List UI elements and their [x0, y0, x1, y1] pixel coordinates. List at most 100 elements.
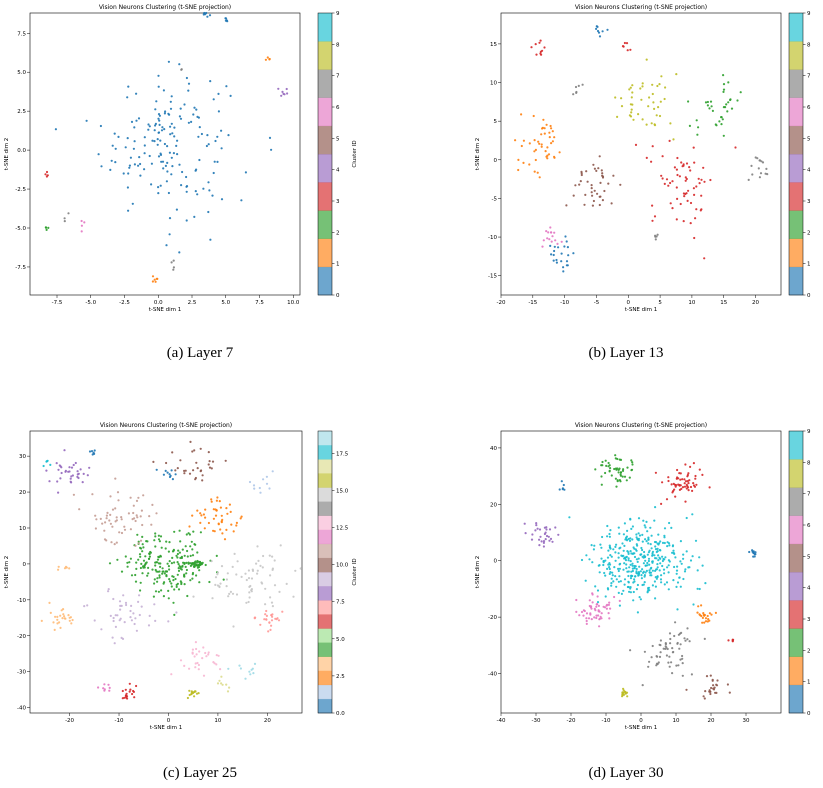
data-point	[167, 565, 170, 568]
data-point	[608, 469, 611, 472]
data-point	[645, 569, 648, 572]
y-tick-label: -5.0	[15, 226, 26, 232]
data-point	[168, 475, 172, 479]
data-point	[678, 472, 681, 475]
data-point	[554, 239, 557, 242]
data-point	[207, 451, 210, 454]
colorbar-label: Cluster ID	[352, 140, 358, 167]
data-point	[608, 601, 611, 604]
colorbar-tick-label: 15.0	[336, 488, 349, 494]
data-point	[133, 622, 136, 626]
data-point	[549, 226, 552, 229]
data-point	[108, 686, 111, 689]
data-point	[596, 29, 600, 33]
data-point	[233, 552, 236, 555]
colorbar-segment	[318, 572, 332, 587]
data-point	[168, 113, 171, 116]
data-point	[626, 585, 629, 589]
y-tick-label: 10	[19, 526, 26, 532]
data-point	[143, 168, 146, 171]
data-point	[541, 49, 544, 52]
data-point	[153, 578, 156, 581]
data-point	[141, 535, 144, 538]
data-point	[247, 577, 251, 580]
y-tick-label: -20	[488, 615, 497, 621]
data-point	[596, 595, 599, 598]
data-point	[629, 563, 632, 566]
data-point	[221, 532, 224, 535]
data-point	[135, 92, 138, 95]
data-point	[173, 561, 176, 564]
data-point	[186, 594, 189, 598]
data-point	[621, 694, 624, 697]
data-point	[677, 664, 680, 667]
x-tick-label: 20	[708, 718, 715, 724]
data-point	[111, 508, 115, 511]
data-point	[231, 565, 234, 568]
data-point	[163, 128, 166, 131]
data-point	[80, 230, 83, 233]
data-point	[154, 561, 157, 564]
data-point	[585, 612, 589, 615]
data-point	[678, 488, 681, 491]
data-point	[167, 191, 170, 195]
data-point	[166, 161, 169, 164]
data-point	[609, 529, 612, 532]
data-point	[627, 551, 630, 554]
data-point	[607, 563, 610, 566]
data-point	[245, 578, 248, 582]
data-point	[63, 449, 66, 452]
data-point	[171, 451, 174, 454]
data-point	[194, 190, 197, 193]
x-tick-label: 10	[688, 300, 695, 306]
colorbar-tick-label: 2	[807, 648, 811, 654]
data-point	[604, 574, 607, 577]
data-point	[191, 554, 195, 557]
data-point	[173, 530, 176, 533]
data-point	[575, 610, 578, 613]
y-tick-label: 30	[19, 454, 26, 460]
data-point	[266, 56, 269, 59]
data-point	[666, 647, 669, 651]
data-point	[604, 595, 607, 598]
data-point	[622, 45, 625, 48]
data-point	[97, 686, 100, 689]
data-point	[123, 696, 126, 699]
data-point	[641, 548, 644, 552]
x-tick-label: -40	[497, 718, 506, 724]
data-point	[114, 625, 117, 628]
data-point	[637, 557, 640, 560]
data-point	[630, 468, 634, 471]
data-point	[154, 532, 157, 535]
y-tick-label: 0	[494, 559, 498, 565]
data-point	[271, 613, 274, 616]
y-tick-label: 5.0	[17, 70, 26, 76]
data-point	[636, 560, 639, 563]
data-point	[198, 563, 201, 566]
data-point	[258, 486, 261, 490]
data-point	[176, 552, 179, 556]
data-point	[676, 608, 679, 611]
data-point	[599, 181, 602, 184]
data-point	[647, 588, 650, 591]
data-point	[248, 480, 252, 484]
data-point	[248, 670, 251, 673]
data-point	[127, 512, 130, 515]
data-point	[158, 574, 161, 577]
data-point	[270, 624, 273, 627]
data-point	[115, 541, 118, 544]
data-point	[591, 204, 594, 207]
data-point	[253, 487, 256, 490]
colorbar-segment	[789, 572, 803, 601]
data-point	[676, 468, 679, 472]
data-point	[135, 684, 138, 688]
data-point	[194, 690, 197, 693]
data-point	[168, 568, 171, 571]
data-point	[188, 667, 191, 670]
data-point	[165, 461, 168, 465]
data-point	[129, 616, 132, 619]
data-point	[671, 647, 674, 650]
data-point	[197, 560, 200, 563]
data-point	[212, 171, 215, 175]
data-point	[125, 692, 128, 695]
